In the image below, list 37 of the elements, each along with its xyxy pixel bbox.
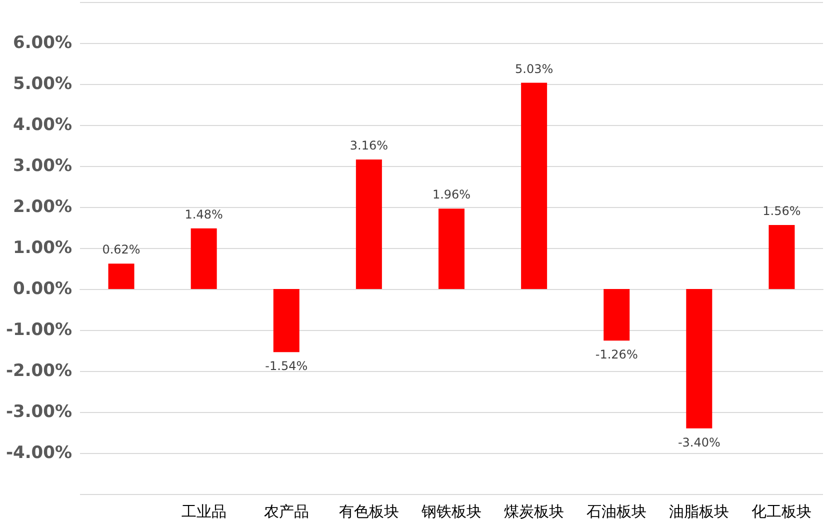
x-tick-label: 煤炭板块 — [504, 502, 564, 519]
bar — [768, 225, 795, 289]
y-tick-label: 5.00% — [13, 74, 72, 94]
x-tick-label: 钢铁板块 — [420, 502, 482, 519]
y-tick-label: -3.00% — [6, 402, 72, 422]
x-tick-label: 有色板块 — [338, 502, 399, 519]
y-tick-label: 2.00% — [13, 197, 72, 217]
data-label: 0.62% — [102, 242, 140, 257]
bar — [108, 264, 134, 289]
bar — [521, 82, 548, 289]
x-tick-label: 农产品 — [264, 502, 309, 519]
data-label: 1.56% — [762, 204, 801, 218]
data-label: 3.16% — [350, 138, 388, 152]
data-label: -3.40% — [678, 435, 720, 450]
bar — [686, 289, 712, 428]
data-label: 5.03% — [514, 62, 554, 76]
y-tick-label: 3.00% — [13, 156, 72, 176]
y-tick-label: 4.00% — [13, 115, 72, 135]
y-tick-label: -2.00% — [6, 361, 72, 381]
x-tick-label: 工业品 — [181, 502, 226, 519]
bar — [190, 228, 217, 289]
data-label: 1.48% — [184, 207, 223, 222]
y-tick-label: 6.00% — [13, 33, 72, 53]
x-tick-label: 化工板块 — [752, 502, 812, 519]
bar — [273, 289, 300, 352]
y-tick-label: -1.00% — [6, 320, 72, 340]
y-tick-label: -4.00% — [6, 443, 72, 463]
bar — [438, 208, 464, 289]
data-label: -1.54% — [265, 359, 308, 374]
x-tick-label: 石油板块 — [586, 502, 647, 519]
data-label: -1.26% — [595, 348, 638, 362]
y-tick-label: 1.00% — [13, 238, 72, 258]
data-label: 1.96% — [432, 188, 471, 202]
bar — [356, 159, 382, 289]
bar — [604, 289, 630, 341]
x-tick-label: 油脂板块 — [669, 502, 730, 519]
y-tick-label: 0.00% — [13, 279, 72, 299]
